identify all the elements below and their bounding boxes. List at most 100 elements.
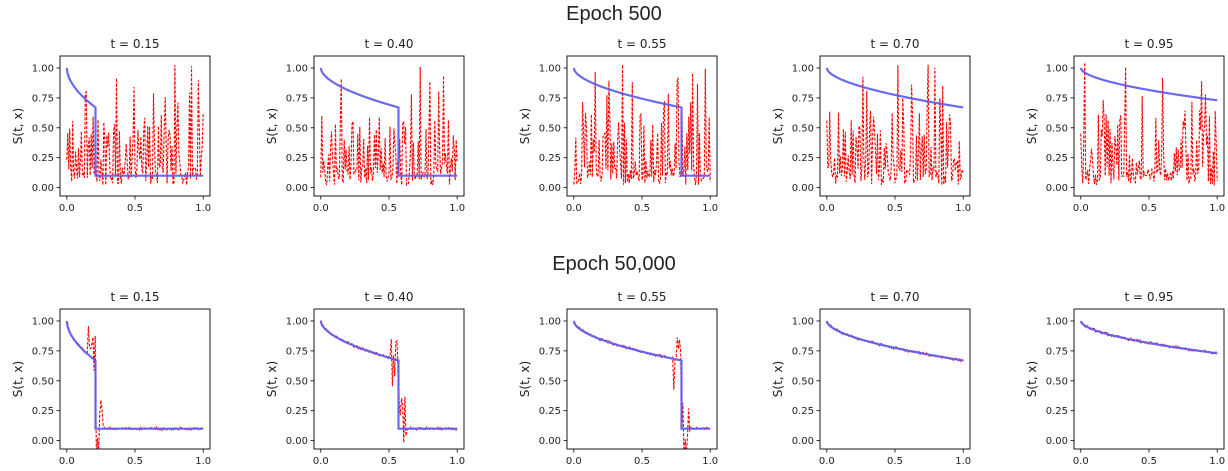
x-tick-label: 1.0 bbox=[702, 203, 718, 214]
exact-curve bbox=[825, 67, 964, 109]
subplot-title: t = 0.40 bbox=[364, 290, 413, 304]
y-tick-label: 0.00 bbox=[1046, 436, 1068, 447]
exact-curve bbox=[1079, 67, 1218, 102]
y-tick-label: 0.25 bbox=[286, 406, 308, 417]
x-tick-label: 0.0 bbox=[819, 456, 835, 467]
y-axis-label: S(t, x) bbox=[11, 361, 25, 397]
subplot-title: t = 0.95 bbox=[1124, 290, 1173, 304]
section-title-epoch-500: Epoch 500 bbox=[566, 3, 662, 25]
y-tick-label: 0.25 bbox=[792, 153, 814, 164]
subplot-title: t = 0.40 bbox=[364, 37, 413, 51]
y-tick-label: 0.50 bbox=[539, 123, 561, 134]
x-tick-label: 0.0 bbox=[1073, 203, 1089, 214]
y-tick-label: 0.00 bbox=[539, 183, 561, 194]
y-tick-label: 0.00 bbox=[286, 436, 308, 447]
x-tick-label: 0.0 bbox=[313, 456, 329, 467]
y-tick-label: 0.75 bbox=[539, 93, 561, 104]
y-tick-label: 0.50 bbox=[286, 123, 308, 134]
exact-curve bbox=[1079, 320, 1218, 355]
x-tick-label: 0.5 bbox=[381, 203, 397, 214]
y-axis-label: S(t, x) bbox=[518, 108, 532, 144]
x-tick-label: 0.5 bbox=[634, 456, 650, 467]
x-tick-label: 1.0 bbox=[449, 456, 465, 467]
subplot-title: t = 0.15 bbox=[110, 290, 159, 304]
y-tick-label: 0.50 bbox=[32, 123, 54, 134]
x-tick-label: 0.5 bbox=[1141, 203, 1157, 214]
x-tick-label: 0.0 bbox=[566, 456, 582, 467]
y-tick-label: 0.50 bbox=[32, 376, 54, 387]
y-tick-label: 0.75 bbox=[32, 346, 54, 357]
x-tick-label: 1.0 bbox=[449, 203, 465, 214]
y-tick-label: 1.00 bbox=[1046, 63, 1068, 74]
x-tick-label: 0.0 bbox=[313, 203, 329, 214]
exact-curve bbox=[65, 320, 204, 430]
y-tick-label: 0.25 bbox=[539, 153, 561, 164]
x-tick-label: 1.0 bbox=[702, 456, 718, 467]
y-tick-label: 0.25 bbox=[286, 153, 308, 164]
y-tick-label: 0.75 bbox=[286, 93, 308, 104]
subplot-title: t = 0.55 bbox=[617, 290, 666, 304]
subplot-epoch500-t4: t = 0.95 S(t, x) 0.00 0.25 0.50 0.75 1.00 0.0 0.… bbox=[1025, 37, 1225, 214]
subplot-title: t = 0.55 bbox=[617, 37, 666, 51]
exact-curve bbox=[65, 67, 204, 177]
predicted-curve bbox=[826, 64, 964, 186]
x-tick-label: 1.0 bbox=[1209, 203, 1225, 214]
subplot-title: t = 0.95 bbox=[1124, 37, 1173, 51]
y-axis-label: S(t, x) bbox=[1025, 108, 1039, 144]
y-tick-label: 0.75 bbox=[286, 346, 308, 357]
y-tick-label: 1.00 bbox=[286, 63, 308, 74]
section-title-epoch-50000: Epoch 50,000 bbox=[552, 253, 676, 275]
subplot-epoch500-t2: t = 0.55 S(t, x) 0.00 0.25 0.50 0.75 1.00 0.0 0.… bbox=[518, 37, 718, 214]
y-axis-label: S(t, x) bbox=[771, 361, 785, 397]
y-axis-label: S(t, x) bbox=[265, 361, 279, 397]
y-tick-label: 0.75 bbox=[1046, 93, 1068, 104]
x-tick-label: 0.0 bbox=[819, 203, 835, 214]
exact-curve bbox=[572, 320, 711, 430]
y-tick-label: 0.25 bbox=[792, 406, 814, 417]
y-tick-label: 1.00 bbox=[792, 316, 814, 327]
exact-curve bbox=[319, 320, 458, 430]
x-tick-label: 1.0 bbox=[955, 203, 971, 214]
y-tick-label: 1.00 bbox=[32, 316, 54, 327]
subplot-epoch500-t3: t = 0.70 S(t, x) 0.00 0.25 0.50 0.75 1.00 0.0 0.… bbox=[771, 37, 971, 214]
subplot-epoch50000-t3: t = 0.70 S(t, x) 0.00 0.25 0.50 0.75 1.00 0.0 0.… bbox=[771, 290, 971, 467]
subplot-epoch500-t1: t = 0.40 S(t, x) 0.00 0.25 0.50 0.75 1.00 0.0 0.… bbox=[265, 37, 465, 214]
x-tick-label: 0.0 bbox=[59, 456, 75, 467]
x-tick-label: 0.5 bbox=[381, 456, 397, 467]
y-tick-label: 0.00 bbox=[792, 436, 814, 447]
y-tick-label: 0.50 bbox=[1046, 376, 1068, 387]
subplot-title: t = 0.70 bbox=[870, 37, 919, 51]
y-tick-label: 0.25 bbox=[1046, 153, 1068, 164]
predicted-curve bbox=[66, 321, 204, 449]
y-tick-label: 0.00 bbox=[792, 183, 814, 194]
subplot-epoch500-t0: t = 0.15 S(t, x) 0.00 0.25 0.50 0.75 1.00 0.0 0.… bbox=[11, 37, 211, 214]
subplot-title: t = 0.70 bbox=[870, 290, 919, 304]
subplot-epoch50000-t0: t = 0.15 S(t, x) 0.00 0.25 0.50 0.75 1.00 0.0 0.… bbox=[11, 290, 211, 467]
y-tick-label: 0.00 bbox=[286, 183, 308, 194]
y-axis-label: S(t, x) bbox=[265, 108, 279, 144]
x-tick-label: 0.5 bbox=[887, 203, 903, 214]
y-tick-label: 0.00 bbox=[539, 436, 561, 447]
x-tick-label: 0.5 bbox=[887, 456, 903, 467]
x-tick-label: 0.5 bbox=[634, 203, 650, 214]
predicted-curve bbox=[320, 66, 458, 187]
x-tick-label: 0.0 bbox=[1073, 456, 1089, 467]
y-tick-label: 1.00 bbox=[1046, 316, 1068, 327]
predicted-curve bbox=[1080, 62, 1218, 186]
exact-curve bbox=[825, 320, 964, 362]
x-tick-label: 1.0 bbox=[955, 456, 971, 467]
y-tick-label: 0.25 bbox=[1046, 406, 1068, 417]
y-axis-label: S(t, x) bbox=[1025, 361, 1039, 397]
x-tick-label: 0.5 bbox=[127, 456, 143, 467]
y-tick-label: 0.75 bbox=[32, 93, 54, 104]
predicted-curve bbox=[826, 321, 964, 363]
y-axis-label: S(t, x) bbox=[771, 108, 785, 144]
y-tick-label: 0.00 bbox=[32, 436, 54, 447]
subplot-epoch50000-t1: t = 0.40 S(t, x) 0.00 0.25 0.50 0.75 1.00 0.0 0.… bbox=[265, 290, 465, 467]
predicted-curve bbox=[573, 64, 711, 185]
y-tick-label: 1.00 bbox=[539, 63, 561, 74]
x-tick-label: 1.0 bbox=[195, 203, 211, 214]
exact-curve bbox=[572, 67, 711, 177]
y-tick-label: 0.50 bbox=[286, 376, 308, 387]
x-tick-label: 0.0 bbox=[566, 203, 582, 214]
